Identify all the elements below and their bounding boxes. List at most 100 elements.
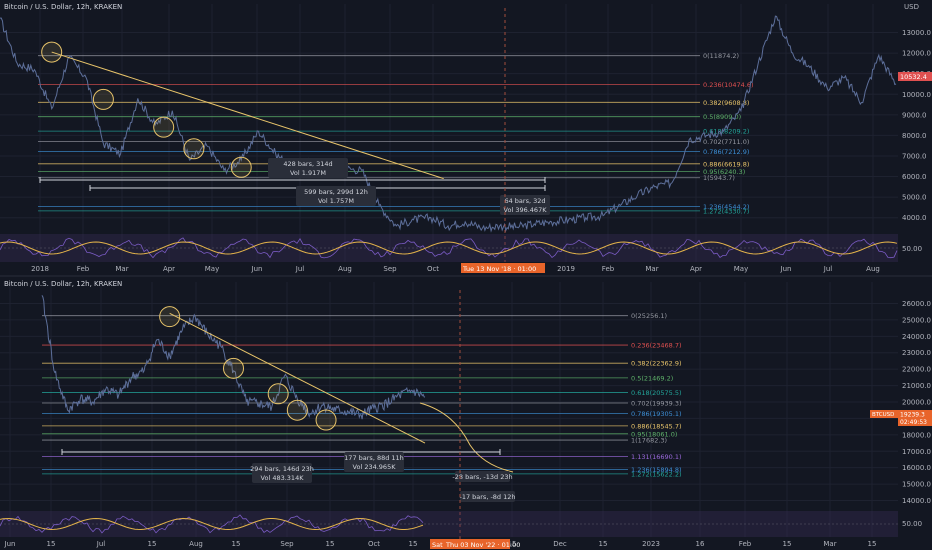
projection-curve[interactable]: [419, 402, 514, 473]
price-tick-label: 21000.0: [902, 382, 931, 390]
fib-level-label: 1.272(4330.7): [703, 207, 749, 215]
measure-volume-label: Vol 234.965K: [353, 463, 397, 471]
top-oscillator[interactable]: [0, 234, 898, 262]
time-tick-label: May: [205, 265, 219, 273]
descending-trendline[interactable]: [169, 312, 426, 444]
swing-high-circle[interactable]: [153, 116, 175, 138]
time-tick-label: Jun: [4, 540, 16, 548]
fib-level-label: 0.5(21469.2): [631, 374, 673, 382]
price-tick-label: 25000.0: [902, 316, 931, 324]
fib-level-label: 1(17682.3): [631, 437, 667, 445]
top-time-axis[interactable]: 2018 Feb Mar Apr May Jun Jul Aug Sep Oct 2019 Feb Ma…: [31, 265, 880, 273]
swing-high-circle[interactable]: [41, 41, 63, 63]
top-date-marker: Tue 13 Nov '18 · 01:00: [461, 263, 545, 273]
time-tick-label: Oct: [368, 540, 380, 548]
fib-level-label: 0.786(7212.9): [703, 148, 749, 156]
time-tick-label: Aug: [189, 540, 203, 548]
price-tick-label: 15000.0: [902, 481, 931, 489]
fib-level-label: 0.382(22362.9): [631, 360, 682, 368]
fib-level-label: 0.95(18061.0): [631, 430, 677, 438]
fib-level-label: 0.618(20575.5): [631, 389, 682, 397]
fib-level-label: 0.702(7711.0): [703, 138, 749, 146]
descending-trendline[interactable]: [51, 51, 444, 180]
bottom-trendline[interactable]: [169, 312, 514, 473]
measure-label-box: [500, 195, 550, 215]
time-tick-label: Apr: [163, 265, 175, 273]
time-tick-label: 15: [409, 540, 418, 548]
time-tick-label: Mar: [823, 540, 836, 548]
measure-bars-label: 428 bars, 314d: [283, 160, 332, 168]
fib-level-label: 0.886(6619.8): [703, 160, 749, 168]
top-last-price: 10532.4: [900, 73, 927, 81]
top-trendline[interactable]: [51, 51, 444, 180]
time-tick-label: Aug: [338, 265, 352, 273]
swing-high-circle[interactable]: [223, 357, 244, 379]
measure-label-box: [252, 463, 312, 483]
measure-volume-label: Vol 396.467K: [504, 206, 548, 214]
fib-level-label: 0.886(18545.7): [631, 422, 682, 430]
price-tick-label: 10000.0: [902, 91, 931, 99]
measure-label-box: [296, 186, 376, 206]
bottom-chart-panel[interactable]: 0(25256.1) 0.236(23468.7) 0.382(22362.9) 0.…: [0, 280, 932, 549]
swing-high-circle[interactable]: [315, 409, 337, 431]
measure-label-box: [268, 158, 348, 178]
top-last-price-badge: 10532.4: [898, 72, 932, 81]
bottom-price-axis[interactable]: 26000.0 25000.0 24000.0 23000.0 22000.0 21000…: [902, 300, 931, 505]
bottom-fib-levels[interactable]: 0(25256.1) 0.236(23468.7) 0.382(22362.9) 0.…: [42, 312, 682, 478]
price-tick-label: 9000.0: [902, 111, 927, 119]
measure-bars-label: -17 bars, -8d 12h: [459, 493, 515, 501]
time-tick-label: Jun: [251, 265, 263, 273]
time-tick-label: 16: [696, 540, 705, 548]
top-fib-levels[interactable]: 0(11874.2) 0.236(10474.6) 0.382(9608.8) 0.5…: [38, 52, 754, 215]
swing-high-circle[interactable]: [92, 88, 114, 110]
bottom-secondary-date: Sat: [432, 541, 443, 549]
measure-volume-label: Vol 1.917M: [290, 169, 326, 177]
time-tick-label: 15: [326, 540, 335, 548]
fib-level-label: 0.5(8909.0): [703, 113, 741, 121]
swing-high-circle[interactable]: [267, 383, 289, 405]
bottom-swing-circles[interactable]: [159, 306, 337, 431]
bottom-chart-title: Bitcoin / U.S. Dollar, 12h, KRAKEN: [4, 280, 122, 288]
swing-high-circle[interactable]: [183, 138, 205, 160]
price-tick-label: 8000.0: [902, 132, 927, 140]
bottom-oscillator[interactable]: [0, 511, 898, 537]
fib-level-label: 0.236(23468.7): [631, 342, 682, 350]
price-tick-label: 12000.0: [902, 50, 931, 58]
measure-label-box: [455, 471, 510, 482]
time-tick-label: 15: [232, 540, 241, 548]
top-crosshair-date: Tue 13 Nov '18 · 01:00: [462, 265, 536, 273]
price-tick-label: 13000.0: [902, 29, 931, 37]
time-tick-label: 2023: [642, 540, 660, 548]
bottom-price-line: [41, 295, 426, 420]
measure-bars-label: -28 bars, -13d 23h: [452, 473, 512, 481]
swing-high-circle[interactable]: [230, 156, 252, 178]
price-tick-label: 5000.0: [902, 194, 927, 202]
bottom-grid: [0, 282, 898, 537]
price-tick-label: 4000.0: [902, 214, 927, 222]
top-currency-label: USD: [904, 3, 919, 11]
time-tick-label: 2019: [557, 265, 575, 273]
swing-high-circle[interactable]: [159, 306, 181, 328]
measure-volume-label: Vol 1.757M: [318, 197, 354, 205]
time-tick-label: Aug: [866, 265, 880, 273]
top-chart-panel[interactable]: 0(11874.2) 0.236(10474.6) 0.382(9608.8) 0.5…: [0, 3, 932, 273]
time-tick-label: Oct: [427, 265, 439, 273]
time-tick-label: Jul: [295, 265, 305, 273]
fib-level-label: 1.236(4544.2): [703, 203, 749, 211]
top-swing-circles[interactable]: [41, 41, 252, 178]
bottom-time-axis[interactable]: Jun 15 Jul 15 Aug 15 Sep 15 Oct 15 15 Dec 15 2023 16 Fe…: [4, 540, 877, 548]
swing-high-circle[interactable]: [286, 399, 308, 421]
price-tick-label: 23000.0: [902, 349, 931, 357]
top-oscillator-tick: 50.00: [902, 245, 922, 253]
time-tick-label: Mar: [115, 265, 128, 273]
bottom-crosshair-date: Thu 03 Nov '22 · 01:00: [445, 541, 520, 549]
top-chart-title: Bitcoin / U.S. Dollar, 12h, KRAKEN: [4, 3, 122, 11]
fib-level-label: 0.236(10474.6): [703, 81, 754, 89]
oscillator-signal-line: [0, 517, 424, 531]
time-tick-label: Feb: [739, 540, 752, 548]
price-tick-label: 16000.0: [902, 464, 931, 472]
fib-level-label: 0(11874.2): [703, 52, 739, 60]
